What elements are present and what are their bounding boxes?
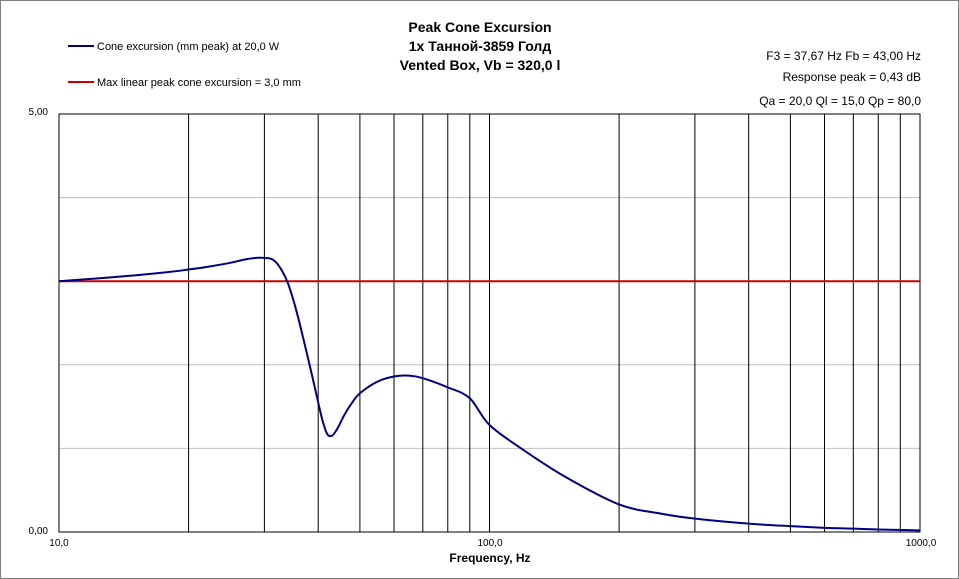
chart-title: Peak Cone Excursion (408, 19, 552, 35)
legend-swatch-max-linear (68, 81, 94, 84)
y-tick-label-min: 0,00 (28, 526, 48, 537)
legend-label-excursion: Cone excursion (mm peak) at 20,0 W (97, 41, 280, 53)
x-tick-label-1000: 1000,0 (905, 538, 937, 549)
chart-subtitle-driver: 1x Танной-3859 Голд (408, 38, 552, 54)
x-axis-label: Frequency, Hz (449, 551, 531, 565)
chart-subtitle-box: Vented Box, Vb = 320,0 l (399, 57, 561, 73)
series-line-excursion (58, 256, 921, 532)
x-tick-label-100: 100,0 (477, 538, 503, 549)
legend-entry-excursion: Cone excursion (mm peak) at 20,0 W (68, 40, 279, 54)
info-response-peak: Response peak = 0,43 dB (782, 70, 921, 84)
legend-label-max-linear: Max linear peak cone excursion = 3,0 mm (97, 77, 301, 89)
plot-border (58, 113, 921, 533)
y-tick-label-max: 5,00 (28, 107, 48, 118)
legend-entry-max-linear: Max linear peak cone excursion = 3,0 mm (68, 76, 301, 90)
info-f3-fb: F3 = 37,67 Hz Fb = 43,00 Hz (766, 49, 921, 63)
info-q-values: Qa = 20,0 Ql = 15,0 Qp = 80,0 (759, 94, 921, 108)
x-tick-label-10: 10,0 (49, 538, 69, 549)
legend-swatch-excursion (68, 45, 94, 48)
